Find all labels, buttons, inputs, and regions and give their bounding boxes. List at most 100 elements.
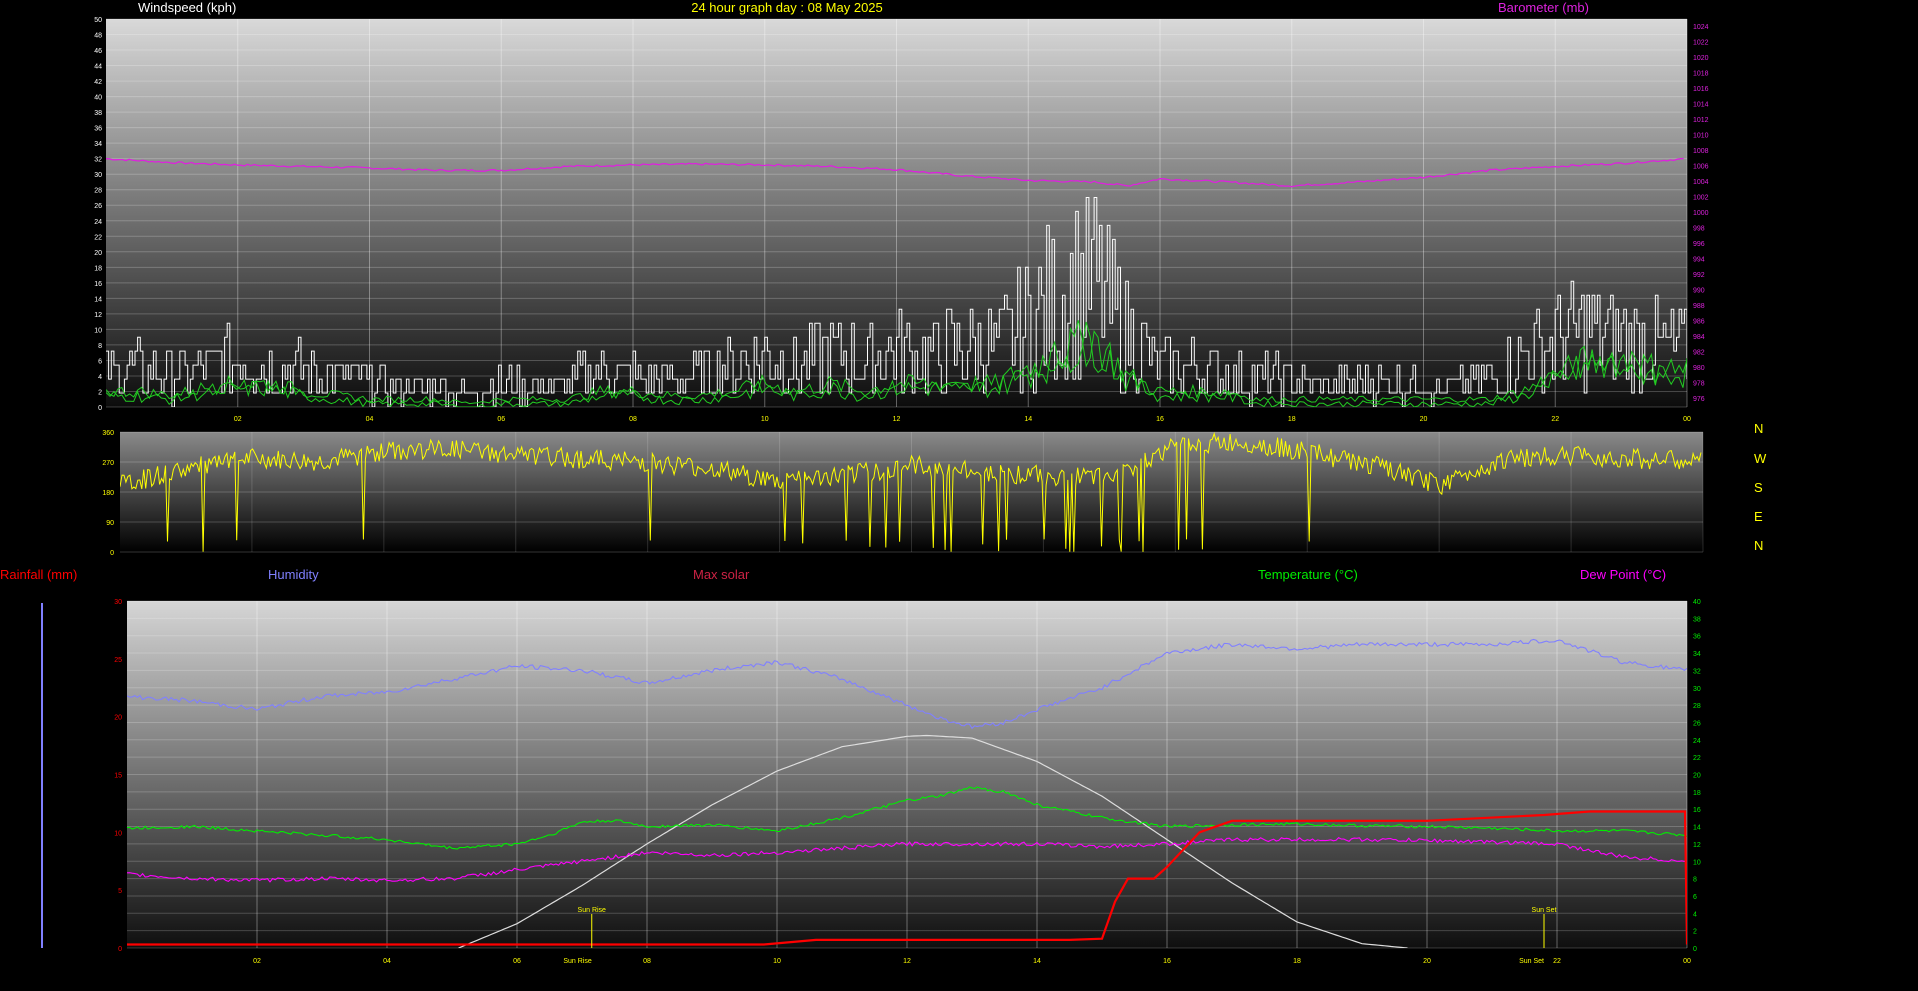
compass-s: S [1754,480,1763,495]
rainfall-label: Rainfall (mm) [0,567,77,582]
baro-y-tick-label: 1008 [1693,148,1709,155]
temp-y-tick-label: 28 [1693,703,1701,710]
compass-w: W [1754,451,1767,466]
temp-y-tick-label: 30 [1693,686,1701,693]
rain-y-tick-label: 5 [118,888,122,895]
wind-y-tick-label: 46 [94,48,102,55]
temp-y-tick-label: 2 [1693,929,1697,936]
baro-y-tick-label: 1018 [1693,70,1709,77]
wind-y-tick-label: 36 [94,126,102,133]
baro-y-tick-label: 990 [1693,288,1705,295]
wind-y-tick-label: 24 [94,219,102,226]
temperature-gridlines [127,600,1688,949]
temp-y-tick-label: 24 [1693,738,1701,745]
x-tick-label: 04 [366,416,374,423]
x-tick-label: 08 [643,958,651,965]
x-tick-label: 00 [1683,416,1691,423]
baro-y-tick-label: 994 [1693,257,1705,264]
x-tick-label: 20 [1423,958,1431,965]
x-tick-label: 20 [1420,416,1428,423]
direction-y-tick-label: 270 [102,460,114,467]
rainfall-line [127,810,1687,946]
x-tick-label: 22 [1551,416,1559,423]
direction-y-tick-label: 360 [102,430,114,437]
wind-y-tick-label: 6 [98,358,102,365]
wind-y-tick-label: 48 [94,33,102,40]
x-tick-label: 00 [1683,958,1691,965]
direction-gridlines [120,431,1704,553]
x-tick-label: 02 [234,416,242,423]
wind-y-tick-label: 26 [94,203,102,210]
temp-y-tick-label: 4 [1693,911,1697,918]
baro-y-tick-label: 1006 [1693,163,1709,170]
baro-y-tick-label: 980 [1693,365,1705,372]
baro-y-tick-label: 992 [1693,272,1705,279]
rain-y-tick-label: 10 [114,830,122,837]
wind-series [106,157,1687,407]
wind-y-tick-label: 2 [98,389,102,396]
temp-y-tick-label: 20 [1693,773,1701,780]
baro-y-tick-label: 996 [1693,241,1705,248]
baro-y-tick-label: 1022 [1693,39,1709,46]
baro-y-tick-label: 978 [1693,381,1705,388]
compass-e: E [1754,509,1763,524]
temp-y-tick-label: 8 [1693,877,1697,884]
baro-y-tick-label: 1024 [1693,24,1709,31]
wind-y-tick-label: 4 [98,374,102,381]
baro-y-tick-label: 1002 [1693,194,1709,201]
rain-y-tick-label: 0 [118,946,122,953]
x-tick-label: 10 [761,416,769,423]
wind-average-line [106,320,1687,405]
x-tick-label: 10 [773,958,781,965]
rain-y-tick-label: 25 [114,657,122,664]
chart-title: 24 hour graph day : 08 May 2025 [691,0,883,15]
temperature-line [127,786,1687,850]
rain-y-tick-label: 30 [114,599,122,606]
temp-y-tick-label: 38 [1693,616,1701,623]
wind-y-tick-label: 42 [94,79,102,86]
baro-y-tick-label: 998 [1693,226,1705,233]
baro-y-tick-label: 976 [1693,396,1705,403]
sun-markers: Sun Rise Sun Rise Sun Set Sun Set [563,907,1556,965]
barometer-axis-label: Barometer (mb) [1498,0,1589,15]
wind-average-line [106,321,1687,407]
direction-series [120,432,1702,552]
max-solar-line [458,734,1408,948]
x-tick-label: 14 [1024,416,1032,423]
baro-y-tick-label: 1016 [1693,86,1709,93]
humidity-line [127,638,1687,730]
x-tick-label: 06 [497,416,505,423]
baro-y-tick-label: 1010 [1693,132,1709,139]
compass-n-top: N [1754,421,1763,436]
max-solar-label: Max solar [693,567,750,582]
wind-y-tick-label: 32 [94,157,102,164]
temp-y-tick-label: 14 [1693,825,1701,832]
wind-direction-line [120,432,1702,552]
direction-plot-area [120,432,1703,552]
x-tick-label: 12 [893,416,901,423]
wind-y-tick-label: 16 [94,281,102,288]
temp-y-tick-label: 34 [1693,651,1701,658]
temp-y-tick-label: 6 [1693,894,1697,901]
wind-y-tick-label: 18 [94,265,102,272]
baro-y-tick-label: 1012 [1693,117,1709,124]
rain-y-tick-label: 15 [114,773,122,780]
direction-y-tick-label: 90 [106,520,114,527]
baro-y-tick-label: 1000 [1693,210,1709,217]
x-tick-label: 16 [1163,958,1171,965]
wind-y-tick-label: 8 [98,343,102,350]
x-tick-label: 02 [253,958,261,965]
x-tick-label: 04 [383,958,391,965]
direction-y-tick-label: 0 [110,550,114,557]
temperature-plot-area [127,601,1687,948]
wind-y-tick-label: 30 [94,172,102,179]
dewpoint-label: Dew Point (°C) [1580,567,1666,582]
baro-y-tick-label: 982 [1693,350,1705,357]
temp-y-tick-label: 40 [1693,599,1701,606]
temp-y-tick-label: 32 [1693,668,1701,675]
baro-y-tick-label: 1020 [1693,55,1709,62]
temp-y-tick-label: 16 [1693,807,1701,814]
wind-y-tick-label: 44 [94,64,102,71]
wind-y-tick-label: 10 [94,327,102,334]
